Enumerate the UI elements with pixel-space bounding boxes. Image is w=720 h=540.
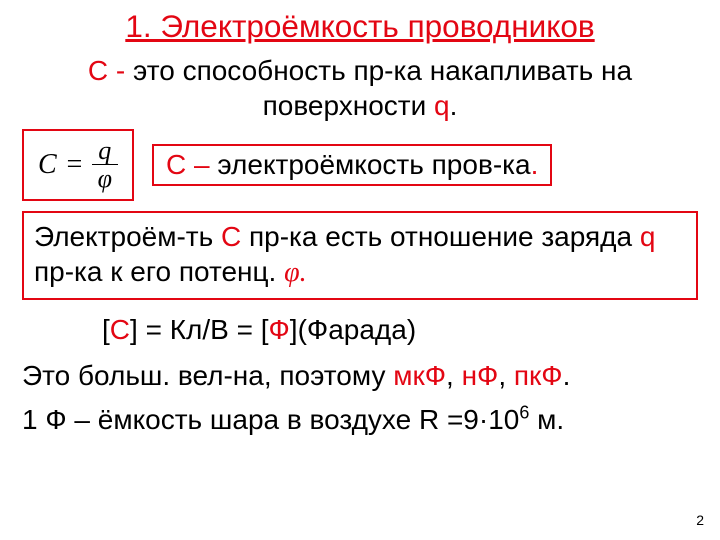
fraction-denominator: φ (92, 164, 118, 192)
formula-row: C = q φ С – электроёмкость пров-ка. (22, 129, 698, 201)
units-tail: ](Фарада) (290, 314, 416, 345)
sep1: , (446, 360, 462, 391)
units-line: [С] = Кл/В = [Ф](Фарада) (102, 314, 698, 346)
definition-text: это способность пр-ка накапливать на пов… (133, 55, 632, 121)
bigdef-q: q (640, 221, 656, 252)
formula-lhs: C (38, 149, 57, 181)
explain-dot: . (563, 360, 571, 391)
unit-nf: нФ (462, 360, 499, 391)
symbol-q: q (434, 90, 450, 121)
definition-line: С - это способность пр-ка накапливать на… (22, 53, 698, 123)
separator-dash: - (108, 55, 133, 86)
bigdef-p1: Электроём-ть (34, 221, 221, 252)
explain-p1: Это больш. вел-на, поэтому (22, 360, 393, 391)
exponent: 6 (519, 402, 529, 422)
unit-pkf: пкФ (514, 360, 563, 391)
units-mid: ] = Кл/В = [ (130, 314, 268, 345)
units-lb: [ (102, 314, 110, 345)
capacitance-label-box: С – электроёмкость пров-ка. (152, 144, 552, 186)
slide-root: 1. Электроёмкость проводников С - это сп… (0, 0, 720, 540)
formula-eq: = (65, 149, 84, 181)
explain-line: Это больш. вел-на, поэтому мкФ, нФ, пкФ. (22, 360, 698, 392)
cap-dash: – (186, 149, 217, 180)
last-line: 1 Ф – ёмкость шара в воздухе R =9·106 м. (22, 404, 698, 436)
definition-box: Электроём-ть С пр-ка есть отношение заря… (22, 211, 698, 300)
definition-dot: . (450, 90, 458, 121)
last-p1: 1 Ф – ёмкость шара в воздухе R =9·10 (22, 404, 519, 435)
last-p2: м. (529, 404, 564, 435)
units-f: Ф (269, 314, 290, 345)
formula-box: C = q φ (22, 129, 134, 201)
formula: C = q φ (38, 137, 118, 193)
cap-dot: . (531, 149, 539, 180)
sep2: , (498, 360, 514, 391)
unit-mkf: мкФ (393, 360, 446, 391)
slide-title: 1. Электроёмкость проводников (22, 8, 698, 45)
cap-c: С (166, 149, 186, 180)
bigdef-p2: пр-ка есть отношение заряда (241, 221, 640, 252)
fraction: q φ (92, 137, 118, 193)
cap-word: электроёмкость (217, 149, 424, 180)
symbol-c: С (88, 55, 108, 86)
page-number: 2 (696, 512, 704, 528)
fraction-numerator: q (92, 137, 117, 164)
bigdef-p3: пр-ка к его потенц. (34, 256, 284, 287)
bigdef-c: С (221, 221, 241, 252)
bigdef-phi: φ. (284, 257, 307, 288)
units-c: С (110, 314, 130, 345)
cap-rest: пров-ка (424, 149, 531, 180)
